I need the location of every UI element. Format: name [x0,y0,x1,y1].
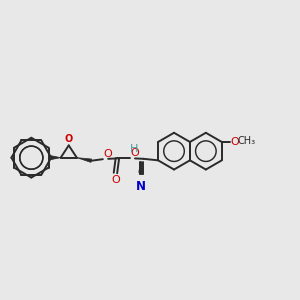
Text: O: O [103,149,112,159]
Text: O: O [130,148,139,158]
Text: O: O [111,175,120,185]
Text: CH₃: CH₃ [237,136,255,146]
Text: O: O [231,137,239,147]
Polygon shape [51,156,61,160]
Text: O: O [64,134,73,144]
Text: C: C [138,168,144,177]
Text: H: H [130,144,138,154]
Text: N: N [136,180,146,193]
Polygon shape [77,158,92,162]
